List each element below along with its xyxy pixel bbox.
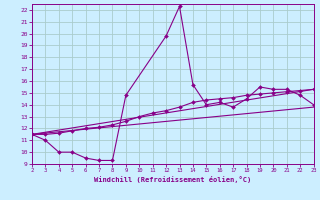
X-axis label: Windchill (Refroidissement éolien,°C): Windchill (Refroidissement éolien,°C): [94, 176, 252, 183]
